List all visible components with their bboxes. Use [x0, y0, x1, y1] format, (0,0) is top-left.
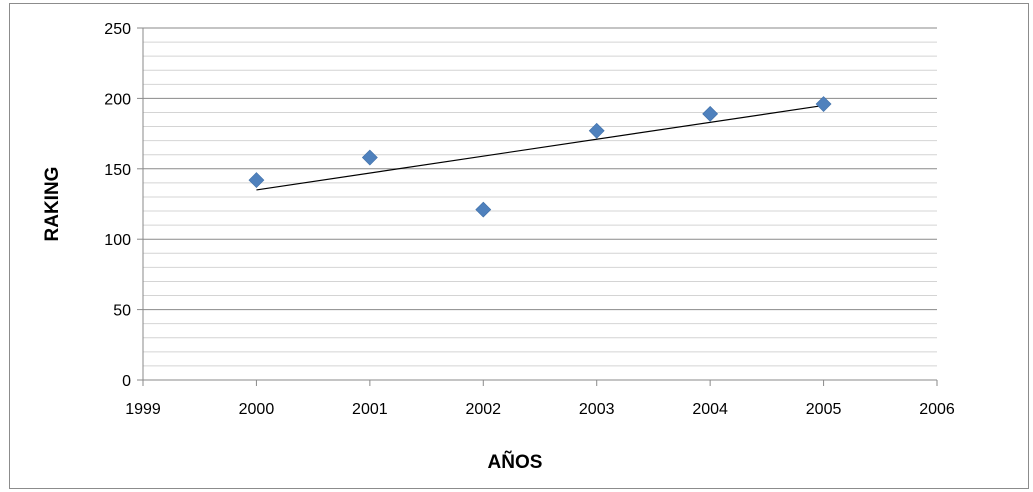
- trendline-group: [256, 104, 824, 191]
- y-tick-label: 0: [122, 373, 131, 390]
- x-tick-label: 2002: [465, 401, 501, 418]
- axes: [137, 27, 938, 386]
- y-tick-label: 150: [104, 162, 131, 179]
- x-tick-label: 2003: [579, 401, 615, 418]
- x-tick-label: 2001: [352, 401, 388, 418]
- trendline: [256, 104, 824, 191]
- data-point: [588, 122, 605, 139]
- data-point: [475, 201, 492, 218]
- x-tick-label: 2000: [239, 401, 275, 418]
- y-tick-label: 200: [104, 91, 131, 108]
- data-point: [248, 172, 265, 188]
- x-tick-label: 1999: [125, 401, 161, 418]
- x-tick-label: 2005: [806, 401, 842, 418]
- data-point: [361, 149, 378, 166]
- y-tick-label: 50: [113, 303, 131, 320]
- gridlines: [143, 27, 937, 367]
- y-axis-title: RAKING: [42, 167, 63, 242]
- x-tick-label: 2006: [919, 401, 955, 418]
- y-tick-label: 100: [104, 232, 131, 249]
- x-tick-label: 2004: [692, 401, 728, 418]
- y-tick-labels: 0 50 100 150 200 250: [104, 21, 131, 390]
- x-tick-labels: 1999 2000 2001 2002 2003 2004 2005 2006: [125, 401, 955, 418]
- x-axis-title: AÑOS: [488, 451, 543, 473]
- data-point: [815, 96, 832, 112]
- data-points: [248, 96, 832, 218]
- data-point: [702, 105, 719, 122]
- y-tick-label: 250: [104, 21, 131, 38]
